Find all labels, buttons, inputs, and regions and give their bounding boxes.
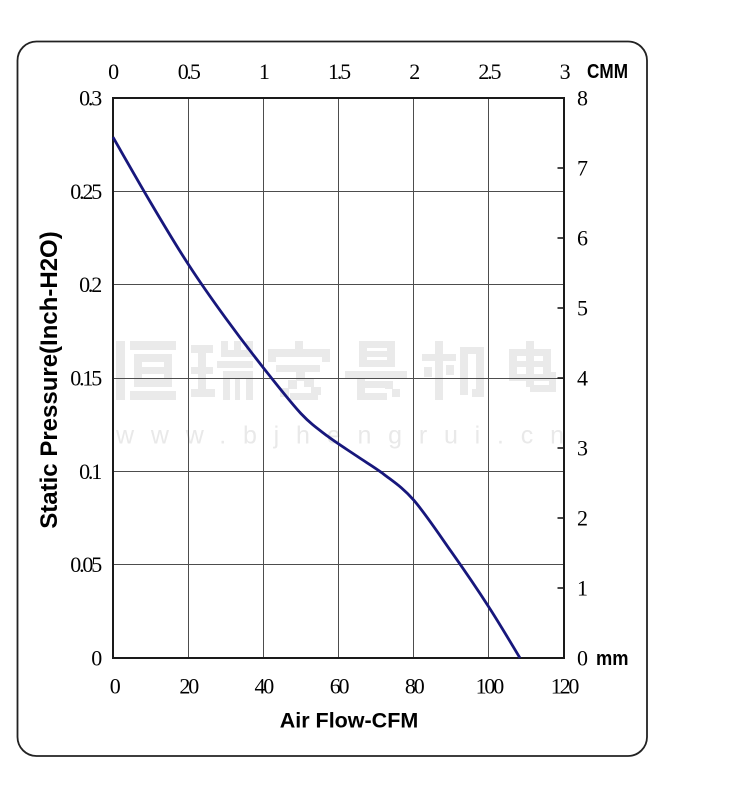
svg-text:0.25: 0.25 [70,179,102,204]
svg-text:20: 20 [179,674,199,699]
svg-text:Static Pressure(Inch-H2O): Static Pressure(Inch-H2O) [36,231,63,528]
svg-text:0.3: 0.3 [79,86,102,111]
svg-text:120: 120 [551,674,580,699]
svg-text:mm: mm [596,648,629,670]
svg-text:8: 8 [577,86,588,111]
svg-text:CMM: CMM [587,61,628,83]
svg-text:2.5: 2.5 [478,59,501,84]
svg-text:0.15: 0.15 [70,366,102,391]
svg-text:0.5: 0.5 [178,59,201,84]
svg-text:1: 1 [577,576,588,601]
svg-text:0.1: 0.1 [79,459,101,484]
svg-text:0.05: 0.05 [70,552,102,577]
svg-text:6: 6 [577,226,588,251]
svg-text:1: 1 [259,59,269,84]
svg-text:4: 4 [577,366,588,391]
svg-text:100: 100 [476,674,505,699]
svg-text:7: 7 [577,156,588,181]
svg-text:1.5: 1.5 [328,59,351,84]
svg-text:0.2: 0.2 [79,272,101,297]
svg-text:80: 80 [405,674,425,699]
svg-text:3: 3 [577,436,588,461]
svg-text:2: 2 [577,506,588,531]
svg-text:40: 40 [254,674,274,699]
svg-text:60: 60 [330,674,350,699]
svg-text:0: 0 [577,646,588,671]
svg-text:5: 5 [577,296,588,321]
svg-text:2: 2 [409,59,419,84]
svg-text:Air Flow-CFM: Air Flow-CFM [280,709,419,733]
